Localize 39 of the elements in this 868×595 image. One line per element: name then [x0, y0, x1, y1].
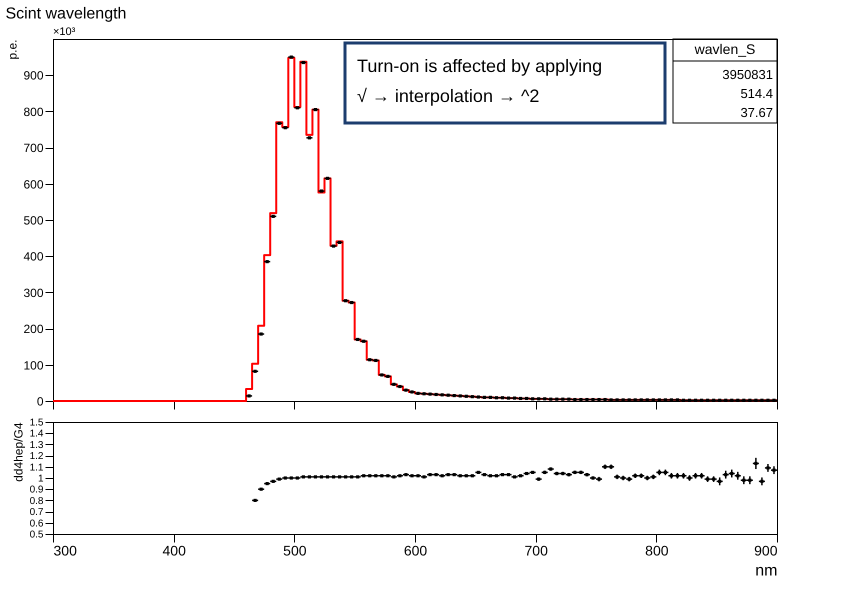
y-tick-label: 0.8 — [30, 496, 44, 507]
y-tick-label: 600 — [23, 177, 44, 192]
y-tick-label: 0.7 — [30, 507, 44, 518]
y-axis-title: dd4hep/G4 — [12, 422, 26, 482]
x-tick-label: 300 — [54, 542, 78, 558]
y-tick-label: 1.2 — [30, 451, 44, 462]
y-tick-label: 300 — [23, 286, 44, 300]
annotation: Turn-on is affected by applying — [357, 56, 602, 76]
y-tick-label: 900 — [23, 68, 44, 83]
y-tick-label: 1 — [38, 474, 44, 484]
text: ×10³ — [53, 26, 76, 38]
y-tick-label: 0.9 — [30, 484, 44, 496]
x-axis-title: nm — [755, 562, 778, 580]
y-tick-label: 500 — [23, 214, 44, 228]
chart-title: Scint wavelength — [5, 6, 126, 22]
x-tick-label: 800 — [645, 542, 669, 558]
y-tick-label: 1.5 — [30, 418, 44, 428]
y-tick-label: 800 — [23, 104, 44, 119]
y-tick-label: 1.1 — [30, 462, 44, 474]
annotation: wavlen_S — [694, 41, 756, 57]
y-tick-label: 1.4 — [30, 428, 44, 440]
annotation: 37.67 — [740, 105, 773, 120]
y-axis-title: p.e. — [5, 40, 20, 60]
y-tick-label: 0.5 — [30, 530, 44, 540]
y-tick-label: 0.6 — [30, 518, 44, 530]
x-tick-label: 900 — [754, 542, 778, 558]
y-tick-label: 1.3 — [30, 440, 44, 451]
x-tick-label: 500 — [283, 542, 307, 558]
annotation: 3950831 — [722, 67, 773, 82]
y-tick-label: 100 — [23, 358, 44, 372]
annotation: √ → interpolation → ^2 — [357, 86, 540, 106]
y-tick-label: 200 — [23, 322, 44, 336]
annotation: 514.4 — [740, 86, 773, 101]
y-tick-label: 400 — [23, 250, 44, 264]
x-tick-label: 700 — [524, 542, 548, 558]
x-tick-label: 400 — [162, 542, 186, 558]
x-tick-label: 600 — [404, 542, 428, 558]
y-tick-label: 0 — [36, 394, 44, 408]
y-tick-label: 700 — [23, 141, 44, 156]
